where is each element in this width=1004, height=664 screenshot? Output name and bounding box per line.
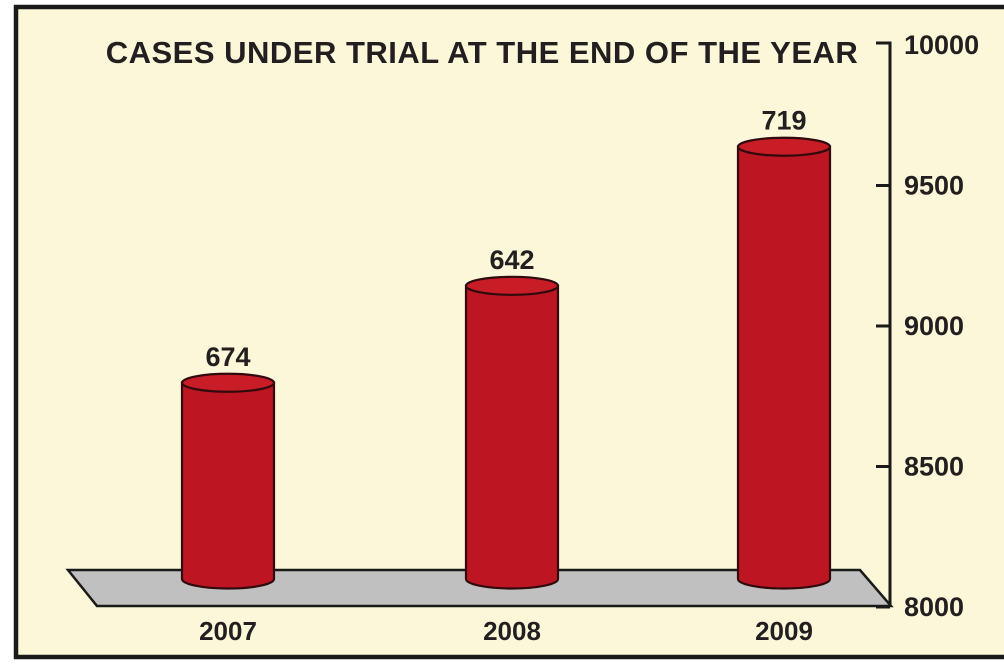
chart-title: CASES UNDER TRIAL AT THE END OF THE YEAR [106, 35, 859, 70]
x-axis-label: 2009 [755, 616, 813, 646]
y-axis-tick-label: 8500 [904, 452, 964, 482]
bar-2009: 719 2009 [736, 106, 832, 646]
y-axis-tick-label: 9500 [904, 171, 964, 201]
bar-2007: 674 2007 [180, 342, 276, 646]
y-axis-line [876, 41, 892, 606]
y-axis-tick-label: 10000 [904, 30, 979, 60]
x-axis-label: 2007 [199, 616, 257, 646]
y-axis-tick-label: 9000 [904, 311, 964, 341]
bar-top-ellipse [180, 372, 276, 393]
bar-value-label: 719 [761, 106, 806, 136]
y-axis-tick-label: 8000 [904, 592, 964, 622]
bar-value-label: 674 [205, 342, 250, 372]
bar-top-ellipse [464, 275, 560, 296]
y-axis: 10000 9500 9000 8500 8000 [876, 30, 979, 622]
bars-group: 674 2007 642 2008 719 2009 [180, 106, 832, 646]
bar-top-ellipse [736, 136, 832, 157]
bar-value-label: 642 [489, 245, 534, 275]
bar-body [736, 145, 832, 590]
x-axis-label: 2008 [483, 616, 541, 646]
bar-body [180, 381, 276, 590]
bar-2008: 642 2008 [464, 245, 560, 646]
y-axis-ticks [876, 184, 890, 609]
bar-body [464, 284, 560, 590]
y-axis-tick-labels: 10000 9500 9000 8500 8000 [904, 30, 979, 622]
